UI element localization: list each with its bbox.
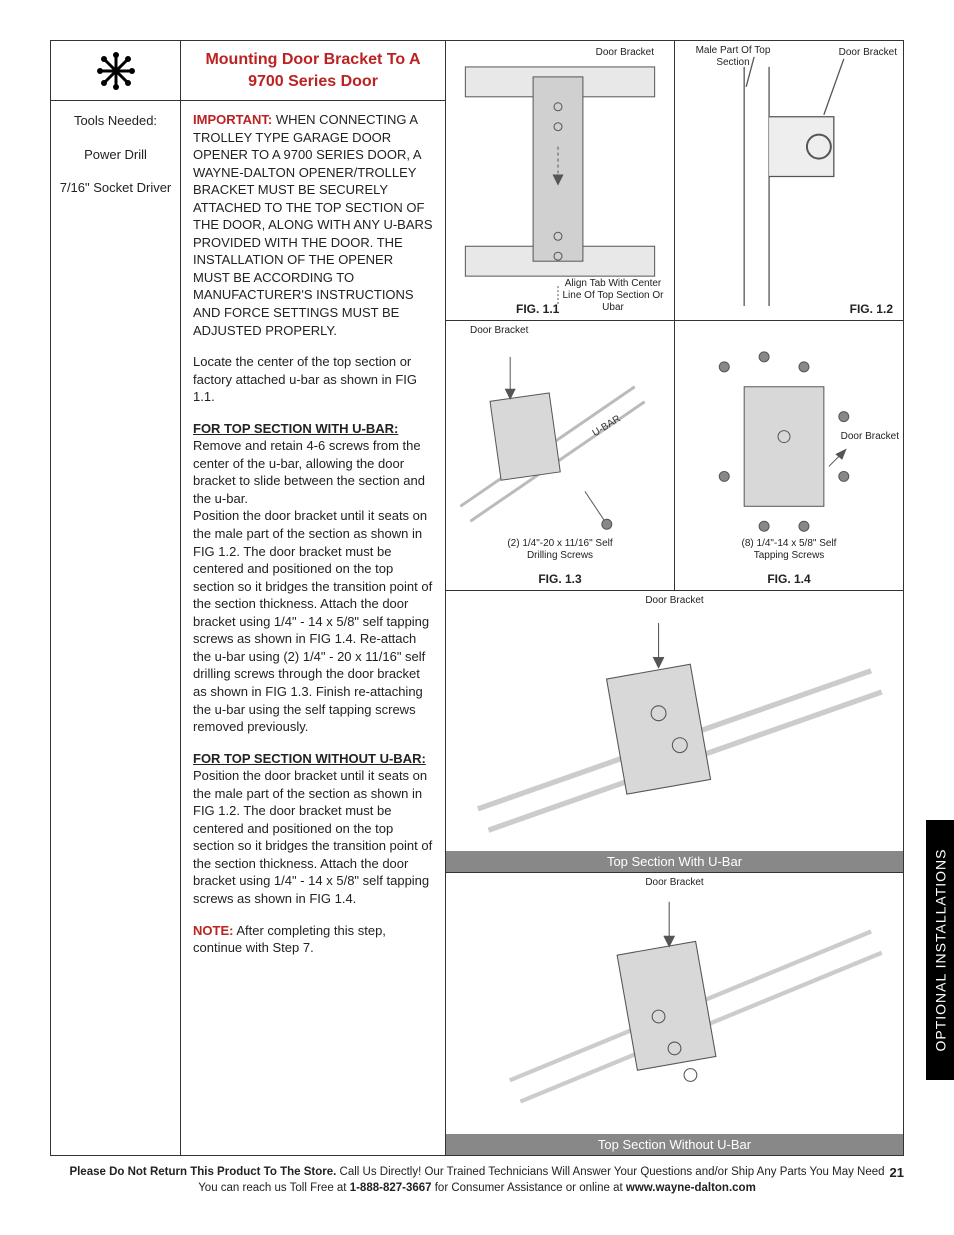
figures-column: Door Bracket Align Tab With Center Line … <box>446 41 903 1155</box>
fig14-annot-screws: (8) 1/4"-14 x 5/8" Self Tapping Screws <box>724 538 854 562</box>
page-footer: 21 Please Do Not Return This Product To … <box>50 1164 904 1196</box>
locate-paragraph: Locate the center of the top section or … <box>193 353 433 406</box>
fig13-label: FIG. 1.3 <box>538 572 581 586</box>
fig-1-1: Door Bracket Align Tab With Center Line … <box>446 41 674 321</box>
tool-1: Power Drill <box>57 145 174 165</box>
fig-wide-with-ubar: Door Bracket Top Section With U-Bar <box>446 591 903 873</box>
wide1-diagram <box>446 607 903 851</box>
page-number: 21 <box>890 1164 904 1182</box>
subhead-without-ubar: FOR TOP SECTION WITHOUT U-BAR: <box>193 751 426 766</box>
fig-1-2-diagram <box>681 47 897 314</box>
tools-sidebar: Tools Needed: Power Drill 7/16" Socket D… <box>51 41 181 1155</box>
tool-2: 7/16" Socket Driver <box>57 178 174 198</box>
fig13-annot-bracket: Door Bracket <box>470 325 528 337</box>
fig13-annot-screws: (2) 1/4"-20 x 11/16" Self Drilling Screw… <box>495 538 625 562</box>
footer-url: www.wayne-dalton.com <box>626 1182 756 1194</box>
footer-text-2a: You can reach us Toll Free at <box>198 1182 350 1194</box>
section-tab: OPTIONAL INSTALLATIONS <box>926 820 954 1080</box>
fig-1-2: Male Part Of Top Section Door Bracket FI… <box>674 41 903 321</box>
tools-heading: Tools Needed: <box>57 111 174 131</box>
body-without-ubar: Position the door bracket until it seats… <box>193 768 432 906</box>
important-label: IMPORTANT: <box>193 112 272 127</box>
content-frame: Tools Needed: Power Drill 7/16" Socket D… <box>50 40 904 1156</box>
instructions-column: Mounting Door Bracket To A 9700 Series D… <box>181 41 446 1155</box>
without-ubar-section: FOR TOP SECTION WITHOUT U-BAR: Position … <box>193 750 433 908</box>
fig11-annot-align: Align Tab With Center Line Of Top Sectio… <box>558 278 668 314</box>
fig-1-4: Door Bracket (8) 1/4"-14 x 5/8" Self Tap… <box>674 321 903 591</box>
fig12-annot-male: Male Part Of Top Section <box>693 45 773 69</box>
instructions-title: Mounting Door Bracket To A 9700 Series D… <box>181 41 445 101</box>
fig14-label: FIG. 1.4 <box>767 572 810 586</box>
fig-1-3: U-BAR Door Bracket (2) 1/4"-20 x 11/16" … <box>446 321 674 591</box>
wide1-band: Top Section With U-Bar <box>446 851 903 872</box>
note-paragraph: NOTE: After completing this step, contin… <box>193 922 433 957</box>
fig-1-1-diagram <box>452 47 668 314</box>
with-ubar-section: FOR TOP SECTION WITH U-BAR: Remove and r… <box>193 420 433 736</box>
important-text: WHEN CONNECTING A TROLLEY TYPE GARAGE DO… <box>193 112 433 338</box>
subhead-with-ubar: FOR TOP SECTION WITH U-BAR: <box>193 421 398 436</box>
note-label: NOTE: <box>193 923 233 938</box>
svg-text:U-BAR: U-BAR <box>591 413 623 439</box>
wide2-annot: Door Bracket <box>446 873 903 889</box>
fig-wide-without-ubar: Door Bracket Top Section Without U-Bar <box>446 873 903 1154</box>
fig14-annot-bracket: Door Bracket <box>841 431 899 443</box>
snowflake-icon <box>51 41 180 101</box>
fig12-annot-bracket: Door Bracket <box>839 47 897 59</box>
wide2-band: Top Section Without U-Bar <box>446 1134 903 1155</box>
footer-text-2c: for Consumer Assistance or online at <box>432 1182 626 1194</box>
wide2-diagram <box>446 889 903 1133</box>
fig12-label: FIG. 1.2 <box>850 302 893 316</box>
footer-text-1: Call Us Directly! Our Trained Technician… <box>336 1166 884 1178</box>
fig11-label: FIG. 1.1 <box>516 302 559 316</box>
important-paragraph: IMPORTANT: WHEN CONNECTING A TROLLEY TYP… <box>193 111 433 339</box>
wide1-annot: Door Bracket <box>446 591 903 607</box>
footer-bold-1: Please Do Not Return This Product To The… <box>69 1166 336 1178</box>
body-with-ubar: Remove and retain 4-6 screws from the ce… <box>193 438 432 734</box>
footer-phone: 1-888-827-3667 <box>350 1182 432 1194</box>
fig11-annot-bracket: Door Bracket <box>596 47 654 59</box>
section-tab-label: OPTIONAL INSTALLATIONS <box>932 848 948 1051</box>
